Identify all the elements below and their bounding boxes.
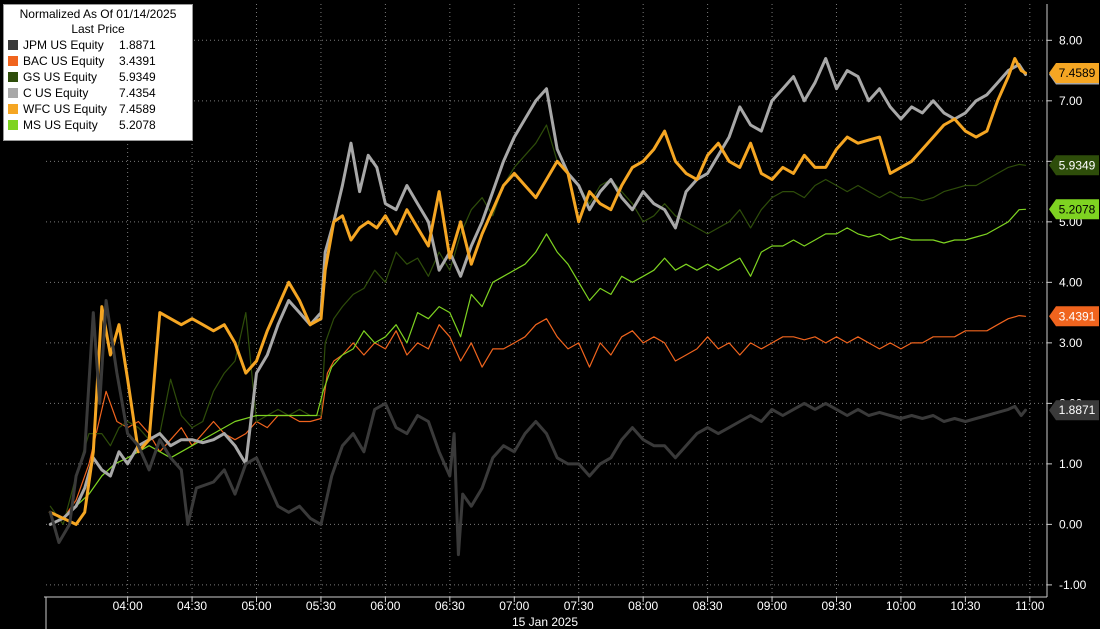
legend-series-name: MS US Equity	[23, 118, 98, 132]
svg-text:3.4391: 3.4391	[1059, 309, 1096, 323]
x-tick-label: 06:00	[370, 599, 400, 613]
legend-series-name: C US Equity	[23, 86, 89, 100]
y-tick-label: 8.00	[1059, 33, 1083, 47]
legend-series-name: WFC US Equity	[23, 102, 108, 116]
legend-title-line1: Normalized As Of 01/14/2025	[19, 7, 177, 21]
legend-swatch	[8, 88, 18, 98]
legend-series-last: 5.9349	[119, 70, 156, 84]
x-tick-label: 05:30	[306, 599, 336, 613]
last-value-tag-jpm: 1.8871	[1049, 400, 1099, 421]
x-tick-label: 08:30	[693, 599, 723, 613]
legend-series-name: GS US Equity	[23, 70, 98, 84]
x-axis-ticks: 04:00 04:30 05:00 05:30 06:00 06:30 07:00 07:30…	[113, 597, 1045, 613]
last-value-tag-bac: 3.4391	[1049, 306, 1099, 327]
series-line-bac	[49, 315, 1027, 525]
y-tick-label: 7.00	[1059, 94, 1083, 108]
series-line-c	[48, 57, 1027, 526]
legend-swatch	[8, 72, 18, 82]
legend-series-last: 7.4589	[119, 102, 156, 116]
legend-entry-jpm: JPM US Equity 1.8871	[4, 37, 192, 53]
x-tick-label: 10:30	[950, 599, 980, 613]
legend-series-name: JPM US Equity	[23, 38, 104, 52]
legend-entry-c: C US Equity 7.4354	[4, 85, 192, 101]
x-tick-label: 04:00	[113, 599, 143, 613]
legend-series-last: 1.8871	[119, 38, 156, 52]
y-tick-label: 0.00	[1059, 517, 1083, 531]
svg-text:5.2078: 5.2078	[1059, 202, 1096, 216]
legend-swatch	[8, 104, 18, 114]
series-line-ms	[49, 208, 1027, 519]
x-tick-label: 05:00	[241, 599, 271, 613]
x-tick-label: 04:30	[177, 599, 207, 613]
legend-swatch	[8, 120, 18, 130]
series-line-jpm	[48, 299, 1027, 557]
x-tick-label: 09:30	[821, 599, 851, 613]
legend-entry-wfc: WFC US Equity 7.4589	[4, 101, 192, 117]
x-axis-date-label: 15 Jan 2025	[512, 615, 578, 629]
x-tick-label: 06:30	[435, 599, 465, 613]
series-line-gs	[49, 124, 1027, 525]
legend-swatch	[8, 56, 18, 66]
x-tick-label: 08:00	[628, 599, 658, 613]
axes	[44, 4, 1048, 629]
legend-series-last: 3.4391	[119, 54, 156, 68]
series-lines	[48, 57, 1027, 557]
y-tick-label: 4.00	[1059, 275, 1083, 289]
y-tick-label: -1.00	[1059, 578, 1087, 592]
y-tick-label: 3.00	[1059, 336, 1083, 350]
legend-entry-ms: MS US Equity 5.2078	[4, 117, 192, 133]
x-tick-label: 11:00	[1015, 599, 1044, 613]
x-tick-label: 10:00	[886, 599, 916, 613]
legend-title: Normalized As Of 01/14/2025 Last Price	[4, 5, 192, 37]
legend-series-last: 5.2078	[119, 118, 156, 132]
x-tick-label: 07:30	[564, 599, 594, 613]
series-line-wfc	[48, 57, 1027, 526]
x-tick-label: 09:00	[757, 599, 787, 613]
last-value-tag-gs: 5.9349	[1049, 155, 1099, 176]
legend-entry-bac: BAC US Equity 3.4391	[4, 53, 192, 69]
legend-entry-gs: GS US Equity 5.9349	[4, 69, 192, 85]
chart-legend: Normalized As Of 01/14/2025 Last Price J…	[3, 4, 193, 141]
svg-text:5.9349: 5.9349	[1059, 158, 1096, 172]
last-value-tag-ms: 5.2078	[1049, 199, 1099, 220]
legend-title-line2: Last Price	[71, 22, 125, 36]
y-tick-label: 1.00	[1059, 457, 1083, 471]
x-tick-label: 07:00	[499, 599, 529, 613]
legend-series-name: BAC US Equity	[23, 54, 105, 68]
legend-swatch	[8, 40, 18, 50]
legend-series-last: 7.4354	[119, 86, 156, 100]
svg-text:1.8871: 1.8871	[1059, 403, 1096, 417]
last-value-tag-wfc: 7.4589	[1049, 63, 1099, 84]
svg-text:7.4589: 7.4589	[1059, 66, 1096, 80]
